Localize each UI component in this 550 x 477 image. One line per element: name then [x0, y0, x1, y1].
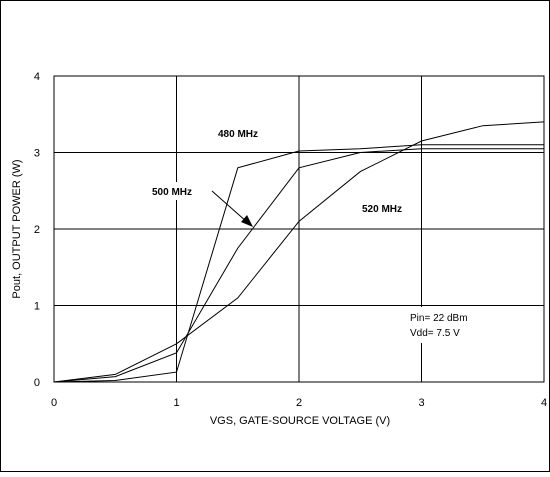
x-tick-label: 3 — [418, 397, 424, 409]
series-label-bg — [214, 124, 270, 142]
conditions-bg — [405, 307, 505, 343]
y-tick-label: 0 — [34, 377, 40, 389]
plot-border — [53, 75, 545, 383]
x-axis-label: VGS, GATE-SOURCE VOLTAGE (V) — [210, 415, 390, 427]
series-label-520-text: 520 MHz — [362, 204, 402, 215]
series-line-0 — [53, 144, 544, 383]
series-label-bg — [358, 199, 414, 217]
y-tick-label: 4 — [34, 71, 40, 83]
y-axis-label: Pout, OUTPUT POWER (W) — [11, 159, 23, 298]
x-tick-label: 0 — [51, 397, 57, 409]
x-tick-label: 1 — [173, 397, 179, 409]
x-tick-label: 2 — [296, 397, 302, 409]
y-tick-label: 3 — [34, 148, 40, 160]
series-line-2 — [53, 121, 545, 383]
conditions-box: Pin= 22 dBm Vdd= 7.5 V — [405, 307, 505, 343]
pointer-arrow-head — [241, 215, 253, 227]
y-tick-label: 1 — [34, 301, 40, 313]
series-label-500: 500 MHz — [148, 182, 204, 200]
series-label-520: 520 MHz — [358, 199, 414, 217]
annotation-pin: Pin= 22 dBm — [410, 313, 468, 324]
series-label-480: 480 MHz — [214, 124, 270, 142]
x-tick-label: 4 — [541, 397, 547, 409]
pointer-arrow-line — [211, 190, 248, 223]
series-label-480-text: 480 MHz — [218, 129, 258, 140]
series-label-500-text: 500 MHz — [152, 187, 192, 198]
series-line-1 — [53, 148, 544, 383]
annotation-vdd: Vdd= 7.5 V — [410, 328, 460, 339]
series-label-bg — [148, 182, 204, 200]
y-tick-label: 2 — [34, 224, 40, 236]
